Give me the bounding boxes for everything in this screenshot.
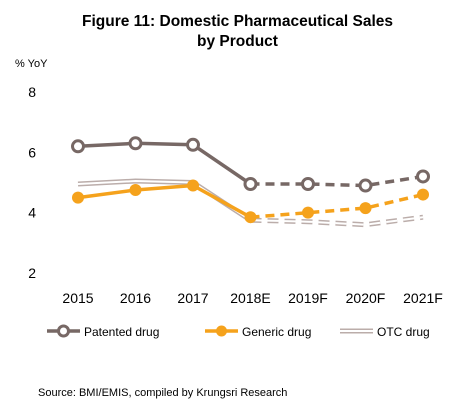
- x-tick-label: 2016: [120, 290, 151, 306]
- series-forecast-patented-drug: [251, 177, 424, 186]
- data-point-generic-drug: [130, 184, 142, 196]
- series-line-patented-drug: [78, 143, 251, 184]
- data-point-generic-drug: [302, 207, 314, 219]
- source-note: Source: BMI/EMIS, compiled by Krungsri R…: [38, 387, 287, 399]
- data-point-patented-drug: [130, 138, 141, 149]
- legend-marker-patented-drug: [59, 326, 69, 336]
- data-point-generic-drug: [187, 180, 199, 192]
- data-point-patented-drug: [73, 141, 84, 152]
- y-axis-label: % YoY: [15, 58, 48, 70]
- data-point-generic-drug: [417, 189, 429, 201]
- x-tick-label: 2018E: [230, 290, 270, 306]
- legend-marker-generic-drug: [216, 326, 227, 337]
- x-tick-label: 2021F: [403, 290, 443, 306]
- x-tick-label: 2017: [177, 290, 208, 306]
- legend-label-patented-drug: Patented drug: [84, 325, 159, 339]
- data-point-patented-drug: [188, 139, 199, 150]
- legend-label-otc-drug: OTC drug: [377, 325, 430, 339]
- x-tick-label: 2019F: [288, 290, 328, 306]
- series-line-generic-drug: [78, 186, 251, 218]
- data-point-generic-drug: [245, 211, 257, 223]
- x-tick-label: 2020F: [346, 290, 386, 306]
- series-forecast-generic-drug: [251, 195, 424, 218]
- data-point-patented-drug: [303, 179, 314, 190]
- y-tick-label: 6: [28, 144, 36, 160]
- data-point-generic-drug: [360, 202, 372, 214]
- data-point-patented-drug: [245, 179, 256, 190]
- y-tick-label: 2: [28, 265, 36, 281]
- data-point-patented-drug: [418, 171, 429, 182]
- data-point-patented-drug: [360, 180, 371, 191]
- y-tick-label: 8: [28, 84, 36, 100]
- y-tick-label: 4: [28, 205, 36, 221]
- data-point-generic-drug: [72, 192, 84, 204]
- legend-label-generic-drug: Generic drug: [242, 325, 311, 339]
- x-tick-label: 2015: [62, 290, 93, 306]
